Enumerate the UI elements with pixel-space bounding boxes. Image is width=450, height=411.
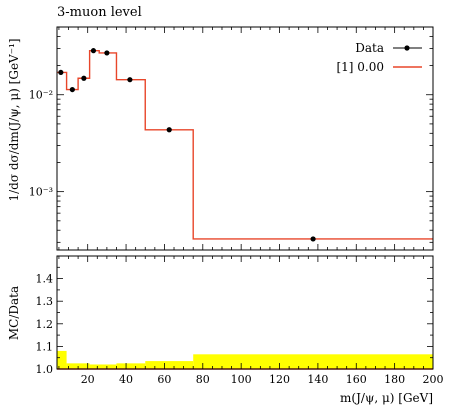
- x-tick-label-7: 160: [346, 373, 367, 386]
- data-point-4: [104, 50, 110, 56]
- x-tick-label-0: 20: [81, 373, 95, 386]
- y-axis-label: 1/dσ dσ/dm(J/ψ, μ) [GeV⁻¹]: [7, 38, 21, 201]
- ratio-band-bin-2: [89, 364, 117, 369]
- ratio-y-tick-label-2: 1.2: [36, 318, 54, 331]
- ratio-y-axis-label: MC/Data: [7, 286, 21, 340]
- ratio-band-bin-4: [145, 361, 194, 369]
- ratio-y-tick-label-0: 1.0: [36, 363, 54, 376]
- data-point-2: [81, 75, 87, 81]
- x-tick-label-5: 120: [269, 373, 290, 386]
- x-tick-label-2: 60: [157, 373, 171, 386]
- data-point-3: [90, 48, 97, 54]
- x-tick-label-6: 140: [307, 373, 328, 386]
- chart-title: 3-muon level: [57, 5, 142, 20]
- main-frame: [56, 26, 434, 251]
- x-tick-label-4: 100: [231, 373, 252, 386]
- y-tick-label-0: 10⁻³: [29, 186, 53, 199]
- y-tick-label-1: 10⁻²: [29, 89, 53, 102]
- ratio-frame: [56, 255, 434, 370]
- data-point-1: [69, 86, 75, 93]
- ratio-panel: 20 40 60 80 100 120 140 160 180 200 1.0 1.1 1.2 1.3 1.…: [36, 255, 444, 386]
- legend-data-label: Data: [355, 41, 384, 55]
- x-tick-label-1: 40: [119, 373, 133, 386]
- x-tick-label-8: 180: [384, 373, 405, 386]
- x-tick-label-9: 200: [423, 373, 444, 386]
- ratio-band-bin-3: [116, 363, 146, 369]
- legend-data-marker: [404, 45, 410, 51]
- mc-histogram-line: [57, 49, 433, 240]
- legend-mc-label: [1] 0.00: [336, 60, 384, 74]
- x-axis-label: m(J/ψ, μ) [GeV]: [340, 391, 433, 405]
- x-tick-label-3: 80: [196, 373, 210, 386]
- data-point-5: [127, 77, 133, 83]
- ratio-y-tick-label-4: 1.4: [36, 273, 54, 286]
- data-point-6: [166, 127, 172, 133]
- ratio-band-bin-0: [57, 350, 67, 369]
- data-point-7: [310, 236, 316, 242]
- data-point-0: [58, 69, 64, 76]
- legend: Data [1] 0.00: [336, 41, 422, 74]
- ratio-y-tick-label-1: 1.1: [36, 340, 54, 353]
- ratio-band-bin-5: [193, 354, 433, 369]
- main-panel: 10⁻³ 10⁻²: [29, 26, 434, 251]
- ratio-y-tick-label-3: 1.3: [36, 295, 54, 308]
